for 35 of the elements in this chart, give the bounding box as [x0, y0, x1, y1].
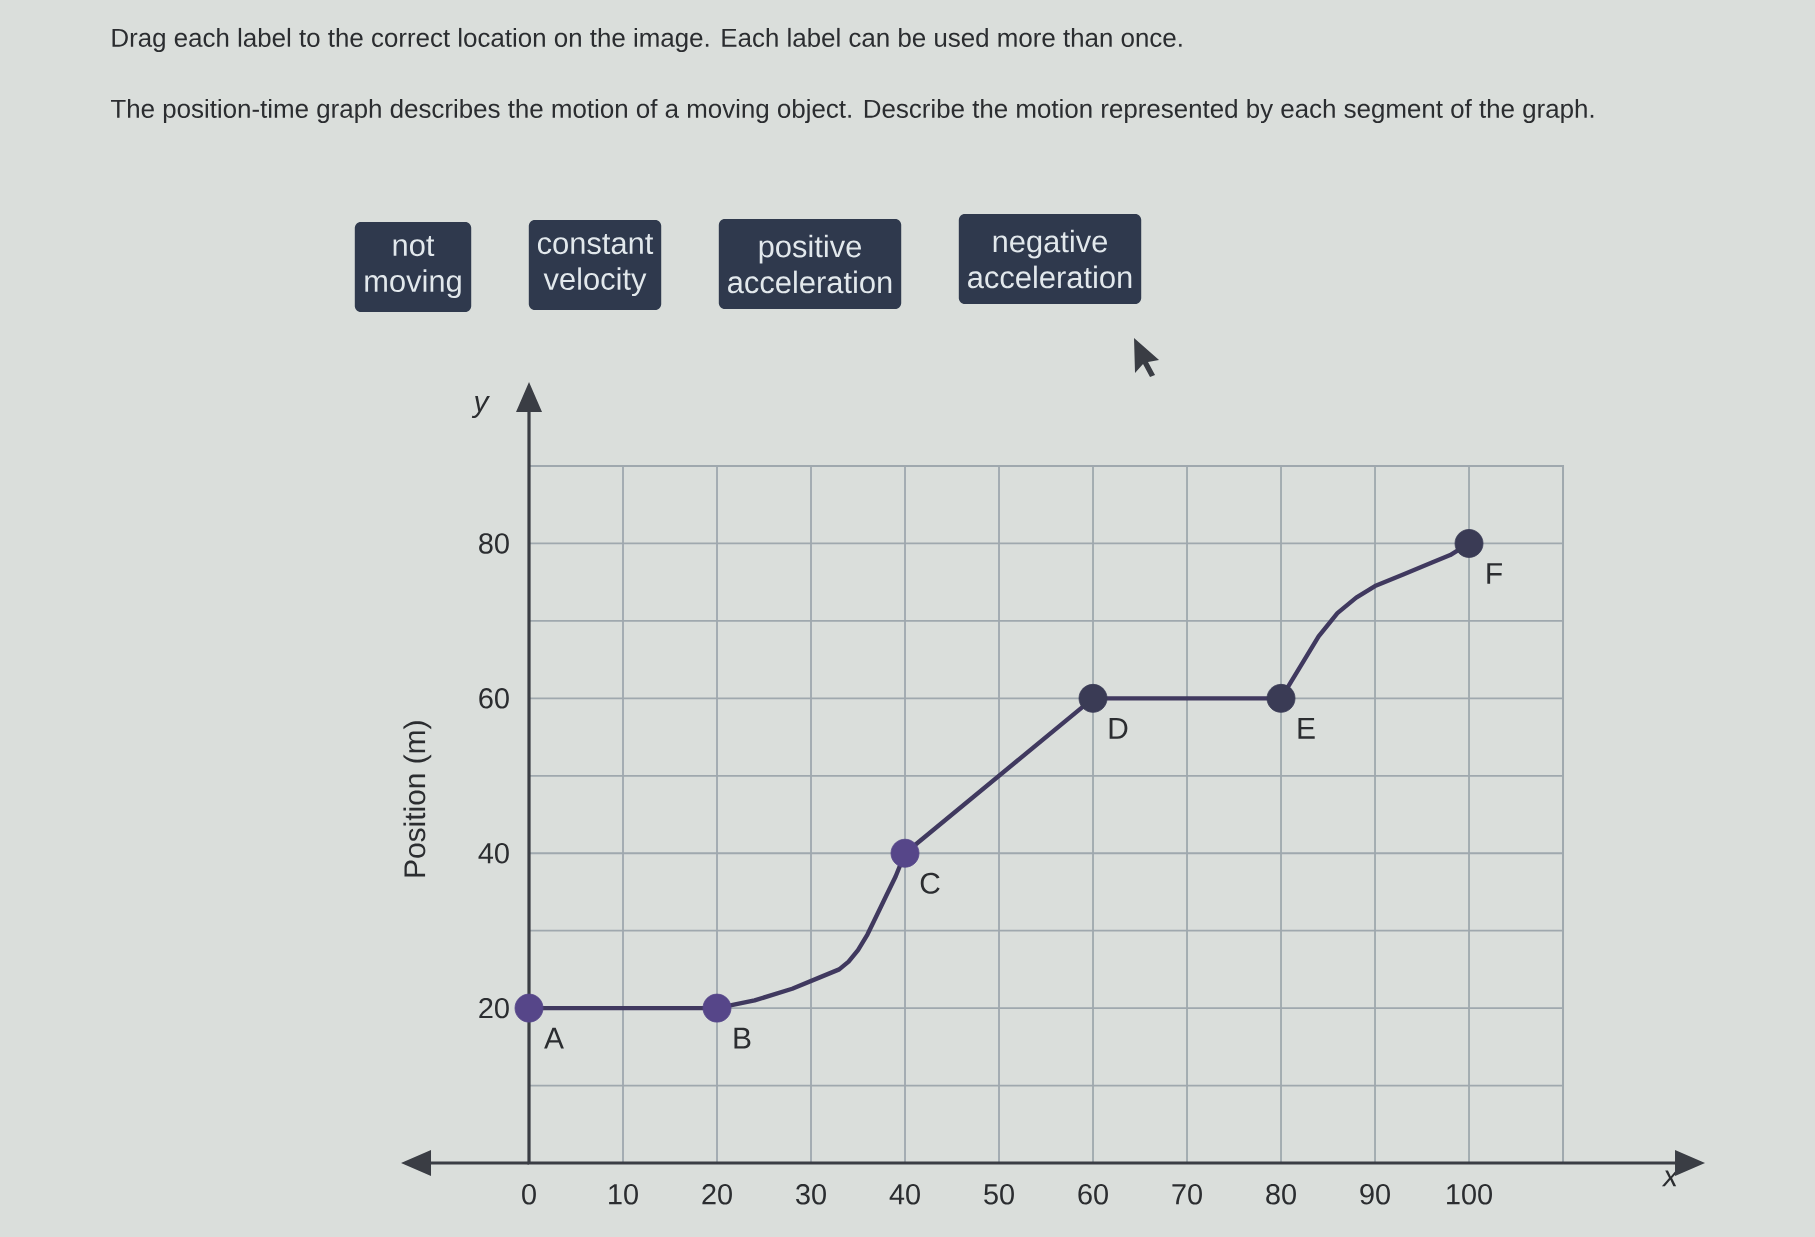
point — [1266, 683, 1296, 713]
annotation: C — [920, 872, 940, 894]
x-tick-label: 100 — [1447, 1184, 1492, 1205]
x-tick-label: 50 — [984, 1184, 1014, 1205]
y-tick-label: 40 — [478, 842, 509, 864]
point — [1078, 683, 1108, 713]
point — [514, 993, 544, 1023]
x-tick-label: 60 — [1078, 1184, 1108, 1205]
x-tick-label: 10 — [609, 1184, 638, 1205]
x-tick-label: 90 — [1360, 1184, 1390, 1205]
chart-subtitle: The position-time graph describes the motion of a moving object. Describe the motion represented by each segment of the graph. — [110, 98, 1594, 124]
point — [1454, 529, 1484, 558]
y-tick-label: 80 — [479, 533, 509, 554]
text: positive acceleration — [728, 234, 892, 294]
annotation: D — [1109, 718, 1128, 739]
y-tick-label: 60 — [479, 688, 509, 709]
chart-title: Drag each label to the correct location on the image. Each label can be used more than once. — [112, 27, 1182, 53]
y-axis-title: Position (m) — [403, 721, 432, 877]
x-tick-label: 70 — [1172, 1184, 1202, 1205]
text: constant velocity — [537, 233, 654, 297]
y-tick-label: 20 — [479, 997, 509, 1019]
point — [702, 993, 732, 1023]
annotation: A — [544, 1027, 564, 1049]
annotation: B — [734, 1027, 751, 1049]
text: not moving — [365, 235, 461, 299]
text: y — [471, 396, 490, 418]
x-tick-label: 30 — [796, 1184, 826, 1205]
annotation: F — [1487, 563, 1502, 584]
text: negative acceleration — [968, 229, 1132, 289]
point — [890, 838, 920, 868]
x-tick-label: 0 — [522, 1184, 536, 1205]
x-tick-label: 80 — [1266, 1184, 1296, 1205]
x-tick-label: 40 — [889, 1184, 920, 1205]
annotation: E — [1298, 718, 1315, 739]
x-tick-label: 20 — [702, 1184, 732, 1205]
